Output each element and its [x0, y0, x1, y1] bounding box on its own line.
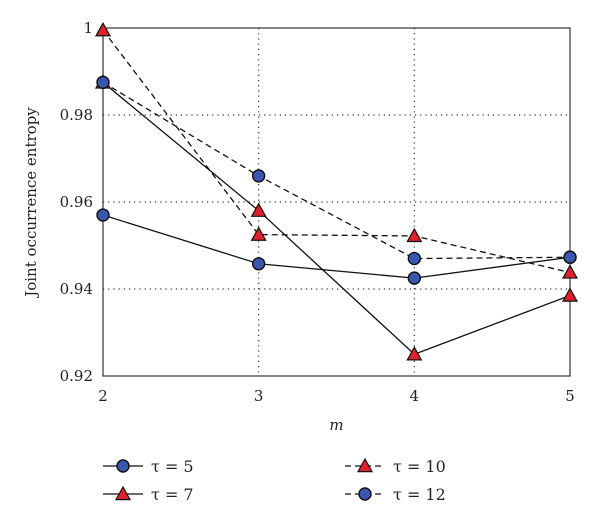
data-point [250, 226, 267, 241]
x-tick-label: 2 [98, 387, 108, 405]
y-tick-label: 0.94 [60, 280, 93, 298]
data-point [406, 227, 423, 243]
series-line [102, 81, 571, 260]
data-point [96, 75, 110, 90]
y-tick-labels: 0.92 0.94 0.96 0.98 1 [60, 19, 93, 385]
legend-item: τ = 12 [345, 485, 446, 504]
legend-marker [358, 487, 372, 501]
data-point [251, 169, 266, 183]
series-2 [94, 74, 579, 361]
series-3 [94, 21, 579, 279]
legend-item: τ = 10 [345, 457, 446, 476]
y-tick-label: 0.92 [60, 367, 93, 385]
x-tick-labels: 2 3 4 5 [98, 387, 575, 405]
y-tick-label: 0.98 [60, 106, 93, 124]
plot-frame [102, 27, 571, 377]
x-axis-title: m [329, 416, 343, 434]
x-tick-label: 3 [254, 387, 264, 405]
legend-marker [116, 459, 130, 473]
data-point [407, 251, 422, 266]
x-tick-label: 5 [565, 387, 575, 405]
grid [103, 28, 570, 376]
legend-item: τ = 5 [103, 457, 194, 476]
y-tick-label: 0.96 [60, 193, 93, 211]
legend: τ = 5 τ = 7 τ = 10 τ = 12 [103, 457, 446, 504]
series-4 [96, 75, 577, 266]
y-tick-label: 1 [83, 19, 93, 37]
data-point [407, 271, 422, 285]
legend-label: τ = 12 [393, 485, 446, 504]
data-point [94, 21, 112, 37]
legend-marker [356, 457, 374, 473]
legend-marker [114, 485, 132, 501]
series-line [102, 214, 571, 279]
series-line [102, 81, 571, 355]
x-tick-label: 4 [410, 387, 420, 405]
legend-item: τ = 7 [103, 485, 194, 504]
plot-border [102, 27, 571, 377]
data-point [250, 202, 267, 217]
legend-label: τ = 10 [393, 457, 446, 476]
data-point [251, 257, 266, 271]
data-point [561, 287, 579, 302]
series-layer [94, 21, 579, 361]
data-point [563, 250, 577, 264]
data-point [406, 346, 423, 361]
series-line [102, 29, 571, 274]
series-1 [96, 208, 577, 285]
y-axis-title: Joint occurrence entropy [22, 107, 40, 299]
data-point [96, 208, 110, 222]
legend-label: τ = 5 [151, 457, 194, 476]
legend-label: τ = 7 [151, 485, 194, 504]
data-point [561, 264, 579, 279]
